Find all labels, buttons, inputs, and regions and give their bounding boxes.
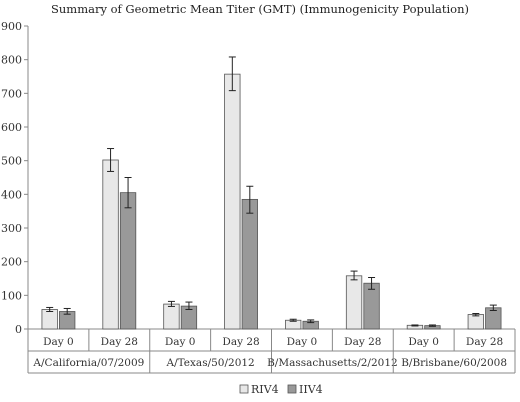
- legend-label-iiv4: IIV4: [299, 383, 323, 396]
- day-label: Day 0: [165, 336, 196, 348]
- bar-iiv4: [241, 198, 258, 330]
- bar-riv4: [345, 275, 363, 330]
- chart-title: Summary of Geometric Mean Titer (GMT) (I…: [51, 2, 469, 16]
- y-tick-label: 600: [1, 121, 22, 134]
- bar-riv4: [467, 314, 484, 330]
- strain-label: A/California/07/2009: [32, 357, 144, 369]
- day-label: Day 28: [101, 336, 138, 348]
- day-label: Day 0: [408, 336, 439, 348]
- y-tick-label: 100: [1, 289, 22, 302]
- strain-label: A/Texas/50/2012: [165, 357, 254, 369]
- day-label: Day 28: [222, 336, 259, 348]
- bar-riv4: [102, 159, 119, 330]
- strain-label: B/Massachusetts/2/2012: [267, 357, 398, 369]
- y-tick-label: 500: [1, 155, 22, 168]
- strain-label: B/Brisbane/60/2008: [401, 357, 507, 369]
- y-tick-label: 200: [1, 256, 22, 269]
- plot-area: 0 100 200 300 400 500 600 700 800 900 Day 0 Day 28 A…: [1, 20, 516, 374]
- y-tick-label: 700: [1, 87, 22, 100]
- legend-label-riv4: RIV4: [251, 383, 279, 396]
- legend: RIV4 IIV4: [239, 383, 323, 396]
- legend-swatch-riv4: [239, 384, 249, 394]
- legend-swatch-iiv4: [287, 384, 297, 394]
- bar-riv4: [224, 73, 241, 330]
- bar-iiv4: [119, 192, 137, 330]
- bar-iiv4: [363, 282, 380, 330]
- bar-riv4: [41, 309, 58, 330]
- y-tick-label: 300: [1, 222, 22, 235]
- y-tick-label: 400: [1, 188, 22, 201]
- day-label: Day 0: [43, 336, 74, 348]
- y-tick-label: 0: [15, 323, 22, 336]
- day-label: Day 28: [466, 336, 503, 348]
- y-tick-label: 900: [1, 20, 22, 33]
- bar-riv4: [163, 303, 180, 330]
- day-label: Day 28: [344, 336, 381, 348]
- y-tick-label: 800: [1, 54, 22, 67]
- day-label: Day 0: [287, 336, 318, 348]
